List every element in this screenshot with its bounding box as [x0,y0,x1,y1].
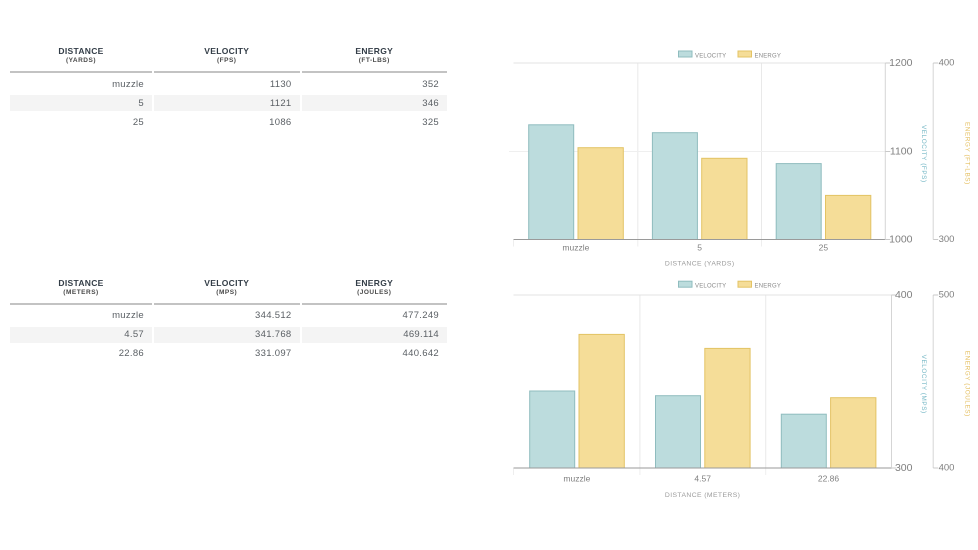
svg-text:500: 500 [939,290,955,301]
svg-text:4.57: 4.57 [694,474,711,484]
svg-text:400: 400 [939,58,955,69]
svg-text:VELOCITY: VELOCITY [695,284,726,290]
svg-text:DISTANCE (METERS): DISTANCE (METERS) [665,492,740,499]
svg-text:300: 300 [939,234,955,245]
svg-text:300: 300 [895,462,913,474]
svg-text:1000: 1000 [889,233,913,245]
svg-text:muzzle: muzzle [562,243,589,253]
svg-text:DISTANCE (YARDS): DISTANCE (YARDS) [665,261,735,268]
svg-text:VELOCITY (FPS): VELOCITY (FPS) [920,125,927,183]
svg-text:VELOCITY (MPS): VELOCITY (MPS) [920,355,927,414]
svg-text:ENERGY: ENERGY [755,54,782,60]
svg-text:1100: 1100 [890,145,913,157]
svg-text:ENERGY: ENERGY [755,284,782,290]
svg-text:muzzle: muzzle [563,474,590,484]
svg-text:1200: 1200 [889,57,913,69]
svg-text:22.86: 22.86 [818,474,840,484]
svg-text:400: 400 [895,289,913,301]
svg-text:5: 5 [697,243,702,253]
svg-text:400: 400 [939,463,955,474]
svg-text:ENERGY (JOULES): ENERGY (JOULES) [963,351,970,417]
svg-text:VELOCITY: VELOCITY [695,54,726,60]
svg-text:ENERGY (FT-LBS): ENERGY (FT-LBS) [963,122,970,185]
svg-text:25: 25 [819,243,829,253]
